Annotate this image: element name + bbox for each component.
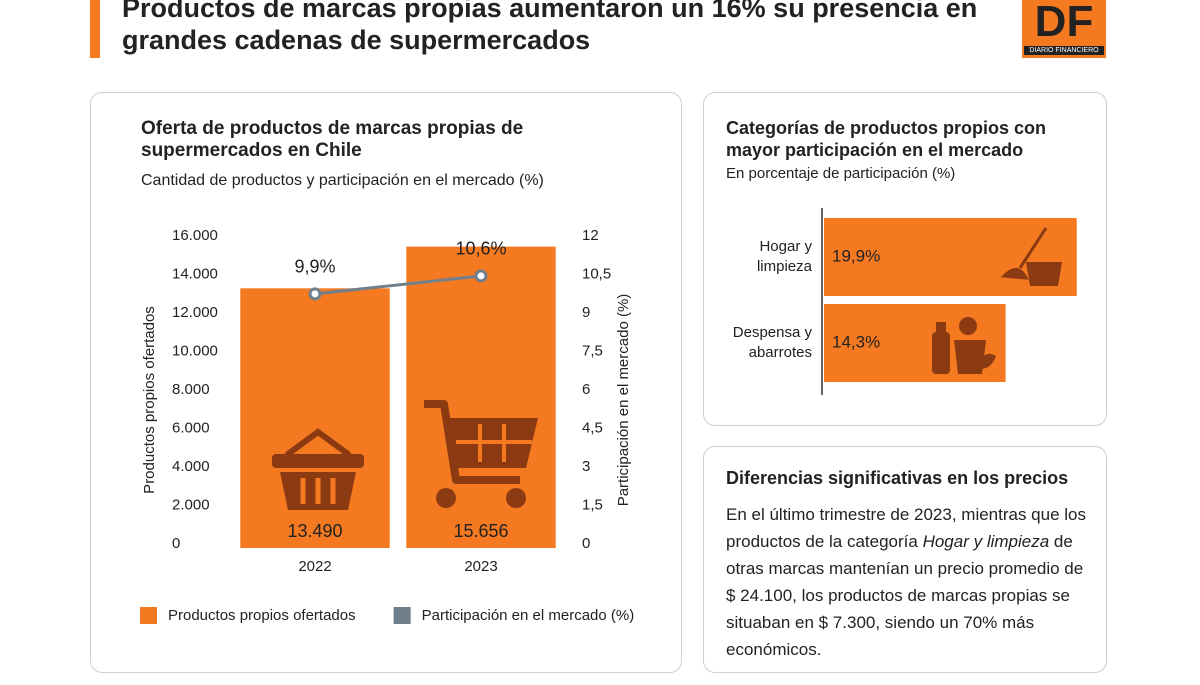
note-text: En el último trimestre de 2023, mientras…: [726, 501, 1091, 663]
y-tick-label: 2.000: [172, 496, 210, 513]
value-label: 9,9%: [294, 257, 335, 277]
y2-tick-label: 6: [582, 381, 590, 398]
y2-tick-label: 9: [582, 304, 590, 321]
legend-swatch: [393, 607, 411, 624]
legend-swatch: [140, 607, 157, 624]
logo: DF DIARIO FINANCIERO: [1022, 0, 1106, 58]
line: [314, 274, 482, 296]
y2-tick-label: 1,5: [582, 496, 603, 513]
category-label: Despensa y abarrotes: [732, 324, 812, 361]
value-label: 15.656: [453, 521, 508, 541]
y2-tick-label: 12: [582, 227, 599, 244]
legend-label: Participación en el mercado (%): [422, 607, 635, 624]
legend-label: Productos propios ofertados: [168, 607, 356, 624]
y2-tick-label: 0: [582, 535, 590, 552]
y-tick-label: 6.000: [172, 419, 210, 436]
cart-frame: [424, 400, 520, 484]
x-tick-label: 2022: [298, 558, 331, 575]
marks: 0 2.000 4.000 6.000 8.000 10.000 12.000 14.000 1…: [140, 208, 1077, 624]
y-tick-label: 0: [172, 535, 180, 552]
y-tick-label: 16.000: [172, 227, 218, 244]
note-text-part: de otras marcas mantenían un precio prom…: [726, 532, 1084, 659]
logo-caption: DIARIO FINANCIERO: [1024, 46, 1104, 55]
note-panel: [703, 446, 1107, 673]
icons: [272, 227, 1062, 510]
chart-title: Oferta de productos de marcas propias de…: [141, 118, 524, 161]
basket-handle: [285, 428, 351, 457]
bar: [406, 246, 556, 548]
y2-tick-label: 7,5: [582, 342, 603, 359]
y2-tick-label: 4,5: [582, 419, 603, 436]
page-title: Productos de marcas propias aumentaron u…: [122, 0, 978, 55]
value-label: 14,3%: [832, 332, 880, 351]
chart-subtitle: En porcentaje de participación (%): [726, 165, 956, 182]
value-label: 10,6%: [455, 239, 506, 259]
accent-bar: [90, 0, 100, 58]
y-tick-label: 4.000: [172, 458, 210, 475]
note-title: Diferencias significativas en los precio…: [726, 468, 1069, 488]
chart-subtitle: Cantidad de productos y participación en…: [141, 172, 544, 189]
category-label: Hogar y limpieza: [756, 238, 812, 275]
value-label: 13.490: [287, 521, 342, 541]
chart-title: Categorías de productos propios con mayo…: [726, 118, 1047, 160]
value-label: 19,9%: [832, 246, 880, 265]
y-tick-label: 10.000: [172, 342, 218, 359]
logo-text: DF: [1034, 0, 1094, 46]
note-text-italic: Hogar y limpieza: [922, 532, 1050, 551]
note-text-part: En el último trimestre de 2023, mientras…: [726, 505, 1087, 551]
line-point: [308, 287, 322, 301]
basket-rim: [272, 454, 364, 468]
line-point: [474, 269, 488, 283]
y-tick-label: 12.000: [172, 304, 218, 321]
y2-tick-label: 10,5: [582, 265, 611, 282]
y-axis-label: Productos propios ofertados: [141, 306, 158, 494]
y2-tick-label: 3: [582, 458, 590, 475]
y-tick-label: 8.000: [172, 381, 210, 398]
x-tick-label: 2023: [464, 558, 497, 575]
y2-axis-label: Participación en el mercado (%): [615, 294, 632, 507]
y-tick-label: 14.000: [172, 265, 218, 282]
